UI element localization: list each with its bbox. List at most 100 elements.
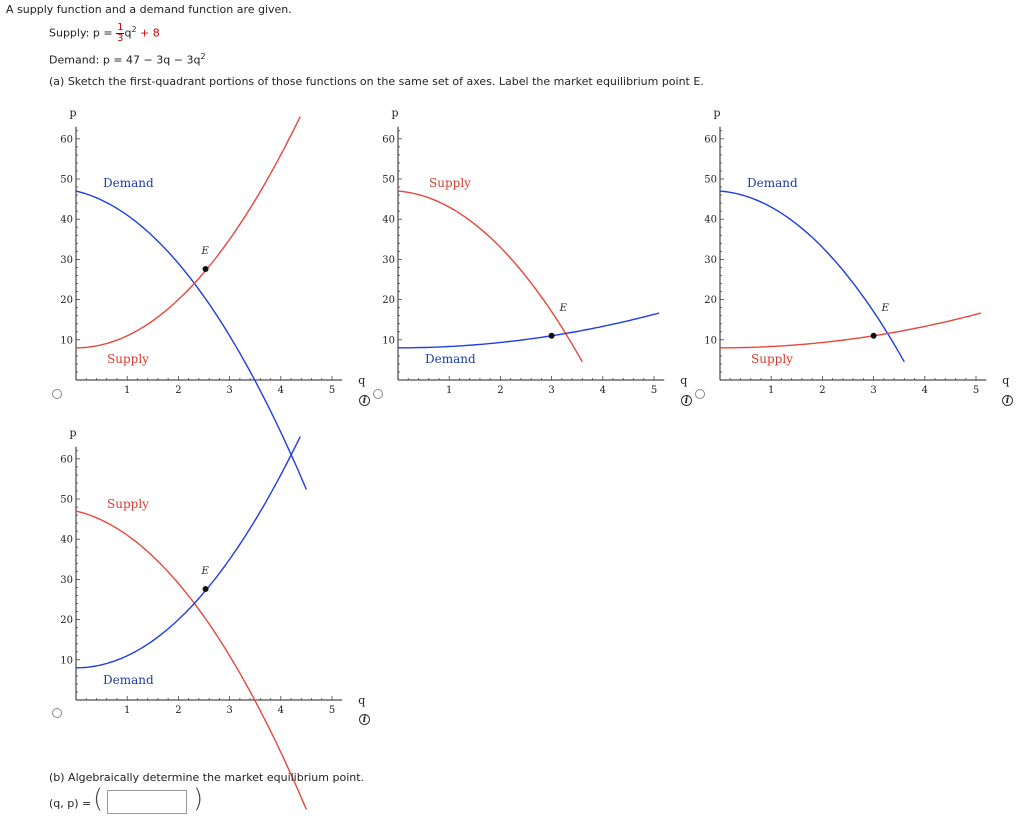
demand-function: Demand: p = 47 − 3q − 3q2: [49, 52, 206, 67]
y-axis-label: p: [69, 107, 76, 120]
x-tick-label: 2: [175, 705, 181, 716]
x-tick-label: 3: [226, 385, 232, 396]
supply-frac-den: 3: [117, 33, 124, 44]
demand-curve: [75, 190, 308, 490]
demand-expr: 47 − 3q − 3q: [126, 53, 201, 67]
x-axis-label: q: [358, 694, 365, 707]
supply-curve: [397, 190, 583, 363]
info-icon[interactable]: i: [359, 395, 370, 406]
y-tick-label: 20: [704, 295, 717, 306]
y-axis-label: p: [713, 107, 720, 120]
option-radio-4[interactable]: [52, 708, 62, 718]
equilibrium-answer-input[interactable]: [107, 790, 187, 814]
demand-label: Demand: [103, 176, 154, 190]
demand-curve: [398, 312, 660, 349]
y-tick-label: 10: [60, 655, 73, 666]
x-axis-label: q: [1002, 374, 1009, 387]
demand-label: Demand: [747, 176, 798, 190]
y-tick-label: 60: [60, 454, 73, 465]
open-paren: (: [93, 784, 104, 814]
x-tick-label: 1: [124, 385, 130, 396]
y-tick-label: 20: [60, 295, 73, 306]
x-axis-label: q: [358, 374, 365, 387]
y-tick-label: 60: [704, 134, 717, 145]
x-tick-label: 4: [278, 705, 284, 716]
x-tick-label: 4: [922, 385, 928, 396]
demand-label: Demand: [425, 352, 476, 366]
x-tick-label: 1: [768, 385, 774, 396]
option-radio-2[interactable]: [373, 389, 383, 399]
y-axis-label: p: [69, 427, 76, 440]
supply-tail: + 8: [136, 26, 160, 40]
equilibrium-label: E: [201, 246, 210, 257]
x-tick-label: 5: [651, 385, 657, 396]
y-tick-label: 60: [60, 134, 73, 145]
demand-exp: 2: [200, 52, 206, 61]
x-tick-label: 5: [329, 385, 335, 396]
supply-curve: [720, 312, 982, 349]
y-tick-label: 60: [382, 134, 395, 145]
equilibrium-label: E: [559, 303, 568, 314]
problem-intro: A supply function and a demand function …: [6, 3, 292, 16]
supply-label: Supply: [107, 497, 149, 511]
info-icon[interactable]: i: [1002, 395, 1013, 406]
x-tick-label: 2: [819, 385, 825, 396]
part-a-instructions: (a) Sketch the first-quadrant portions o…: [49, 75, 704, 88]
y-tick-label: 20: [382, 295, 395, 306]
supply-curve: [75, 510, 308, 810]
y-tick-label: 40: [704, 215, 717, 226]
x-tick-label: 1: [446, 385, 452, 396]
x-tick-label: 3: [870, 385, 876, 396]
info-icon[interactable]: i: [681, 395, 692, 406]
supply-label: Supply: [107, 352, 149, 366]
part-b-instructions: (b) Algebraically determine the market e…: [49, 771, 365, 784]
equilibrium-point: [870, 332, 877, 339]
x-tick-label: 1: [124, 705, 130, 716]
supply-exp: 2: [131, 24, 137, 34]
supply-curve: [76, 116, 301, 349]
equilibrium-label: E: [201, 566, 210, 577]
x-tick-label: 4: [600, 385, 606, 396]
info-icon[interactable]: i: [359, 714, 370, 725]
y-tick-label: 20: [60, 615, 73, 626]
x-tick-label: 5: [973, 385, 979, 396]
x-tick-label: 3: [548, 385, 554, 396]
y-tick-label: 10: [704, 335, 717, 346]
close-paren: ): [193, 784, 204, 814]
x-tick-label: 4: [278, 385, 284, 396]
supply-label: Supply: [429, 176, 471, 190]
equilibrium-point: [548, 332, 555, 339]
y-tick-label: 40: [60, 535, 73, 546]
y-tick-label: 10: [382, 335, 395, 346]
option-radio-1[interactable]: [52, 389, 62, 399]
y-tick-label: 40: [60, 215, 73, 226]
supply-function: Supply: p = 1 3 q2 + 8: [49, 23, 160, 44]
supply-label: Supply: [751, 352, 793, 366]
x-tick-label: 2: [175, 385, 181, 396]
y-axis-label: p: [391, 107, 398, 120]
supply-prefix: Supply: p =: [49, 26, 117, 40]
demand-curve: [719, 190, 905, 363]
y-tick-label: 30: [60, 255, 73, 266]
y-tick-label: 30: [382, 255, 395, 266]
demand-label: Demand: [103, 673, 154, 687]
x-axis-label: q: [680, 374, 687, 387]
option-radio-3[interactable]: [695, 389, 705, 399]
supply-q: q: [124, 26, 132, 40]
y-tick-label: 50: [60, 175, 73, 186]
y-tick-label: 50: [60, 495, 73, 506]
equilibrium-point: [202, 266, 209, 273]
y-tick-label: 50: [382, 175, 395, 186]
y-tick-label: 40: [382, 215, 395, 226]
x-tick-label: 3: [226, 705, 232, 716]
x-tick-label: 2: [497, 385, 503, 396]
y-tick-label: 10: [60, 335, 73, 346]
answer-label: (q, p) =: [49, 797, 92, 810]
demand-prefix: Demand: p =: [49, 53, 127, 67]
y-tick-label: 30: [704, 255, 717, 266]
